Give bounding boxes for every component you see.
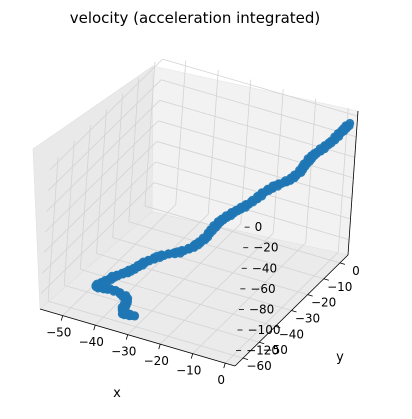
z-gridline	[49, 58, 163, 171]
x-gridline	[272, 89, 284, 234]
z-gridline	[43, 141, 158, 253]
y-tick-label: −40	[279, 327, 304, 341]
x-axis-line	[39, 308, 236, 367]
x-tick-mark	[125, 334, 129, 340]
x-gridline	[207, 70, 219, 215]
x-tick-mark	[190, 353, 194, 359]
z-gridline	[46, 100, 161, 212]
y-gridline	[128, 221, 324, 280]
x-tick-mark	[60, 315, 64, 321]
x-gridline	[240, 79, 252, 224]
y-gridline	[63, 141, 75, 286]
x-gridline	[305, 98, 317, 243]
y-gridline	[128, 77, 140, 222]
x-tick-label: −10	[176, 364, 201, 378]
y-tick-mark	[275, 325, 281, 329]
y-gridline	[112, 237, 308, 296]
x-tick-label: −50	[46, 326, 71, 340]
x-tick-mark	[223, 363, 226, 369]
y-tick-label: −10	[327, 280, 352, 294]
y-tick-mark	[339, 262, 346, 265]
y-gridline	[64, 284, 260, 343]
y-tick-label: −50	[263, 343, 288, 357]
z-gridline	[47, 79, 162, 191]
x-tick-mark	[158, 344, 161, 350]
y-gridline	[96, 253, 292, 311]
z-gridline	[158, 120, 354, 179]
x-gridline	[175, 60, 187, 205]
chart-title: velocity (acceleration integrated)	[70, 9, 321, 27]
y-tick-mark	[307, 294, 313, 297]
z-gridline	[40, 182, 155, 294]
y-tick-mark	[323, 278, 329, 281]
z-gridline	[162, 58, 358, 117]
x-axis-label: x	[113, 386, 121, 401]
x-tick-label: −30	[111, 345, 136, 359]
x-tick-mark	[93, 325, 96, 331]
z-axis-line	[347, 110, 359, 256]
z-tick-label: 0	[255, 220, 263, 234]
y-gridline	[144, 205, 341, 264]
y-gridline	[79, 125, 91, 270]
y-gridline	[47, 157, 59, 302]
z-tick-label: −80	[249, 302, 274, 316]
x-axis-ticks: −50 −40 −30 −20 −10 0	[46, 315, 226, 387]
y-tick-mark	[242, 357, 249, 360]
y-gridline	[112, 93, 124, 238]
z-tick-label: −100	[248, 323, 281, 337]
y-tick-label: −20	[311, 296, 336, 310]
z-tick-label: −20	[253, 241, 278, 255]
data-points	[91, 118, 355, 321]
x-tick-label: −40	[79, 335, 104, 349]
x-tick-label: 0	[217, 373, 225, 387]
y-axis-label: y	[336, 350, 344, 365]
data-point	[130, 311, 139, 320]
y-gridline	[144, 61, 156, 206]
z-tick-label: −120	[246, 344, 279, 358]
z-tick-label: −60	[250, 282, 275, 296]
z-gridline	[45, 120, 159, 233]
z-gridline	[155, 161, 351, 220]
y-tick-label: −30	[295, 312, 320, 326]
z-tick-label: −40	[252, 261, 277, 275]
x-tick-label: −20	[144, 354, 169, 368]
y-tick-label: −60	[246, 359, 271, 373]
y-tick-label: 0	[352, 264, 360, 278]
z-gridline	[153, 182, 350, 240]
z-gridline	[161, 79, 357, 138]
z-gridline	[156, 141, 353, 199]
y-gridline	[96, 109, 107, 254]
chart-grid	[40, 58, 358, 364]
y-axis-ticks: 0−10−20−30−40−50−60	[242, 262, 360, 373]
y-gridline	[47, 300, 244, 359]
y-tick-mark	[291, 310, 297, 313]
y-tick-mark	[259, 341, 265, 345]
z-axis-ticks: 0 −20 −40 −60 −80 −100 −120	[236, 220, 281, 358]
z-gridline	[42, 161, 156, 274]
